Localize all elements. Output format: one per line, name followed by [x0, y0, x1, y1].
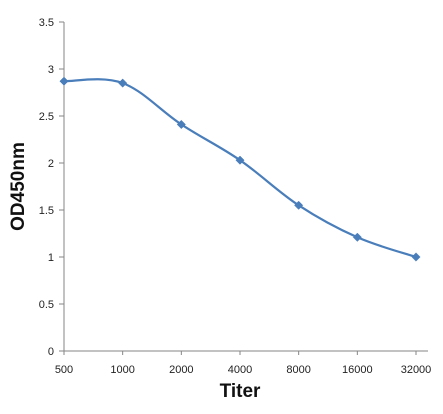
x-tick-label: 16000 — [342, 364, 373, 376]
x-axis-ticks: 500 1000 2000 4000 8000 16000 32000 — [55, 351, 431, 376]
data-point-marker — [176, 119, 186, 130]
y-tick-label: 2.5 — [39, 111, 54, 123]
y-axis-ticks: 0 0.5 1 1.5 2 2.5 3 3.5 — [39, 17, 64, 358]
y-axis-title: OD450nm — [8, 142, 29, 231]
data-point-marker — [352, 232, 362, 242]
y-tick-label: 1.5 — [39, 205, 54, 217]
y-tick-label: 2 — [48, 158, 54, 170]
data-point-marker — [59, 76, 69, 86]
x-tick-label: 2000 — [169, 364, 193, 376]
y-tick-label: 1 — [48, 252, 54, 264]
x-tick-label: 1000 — [110, 364, 134, 376]
series-layer — [59, 76, 421, 262]
series-line — [63, 78, 417, 259]
data-point-marker — [235, 155, 245, 165]
x-tick-label: 4000 — [228, 364, 252, 376]
x-tick-label: 500 — [55, 364, 73, 376]
data-point-marker — [294, 200, 304, 210]
y-tick-label: 3.5 — [39, 17, 54, 29]
data-point-marker — [411, 252, 421, 262]
y-tick-label: 0.5 — [39, 299, 54, 311]
y-tick-label: 0 — [48, 346, 54, 358]
x-tick-label: 32000 — [401, 364, 432, 376]
y-tick-label: 3 — [48, 64, 54, 76]
data-point-marker — [118, 78, 128, 88]
x-tick-label: 8000 — [286, 364, 310, 376]
axes — [63, 22, 428, 352]
x-axis-title: Titer — [220, 381, 261, 402]
